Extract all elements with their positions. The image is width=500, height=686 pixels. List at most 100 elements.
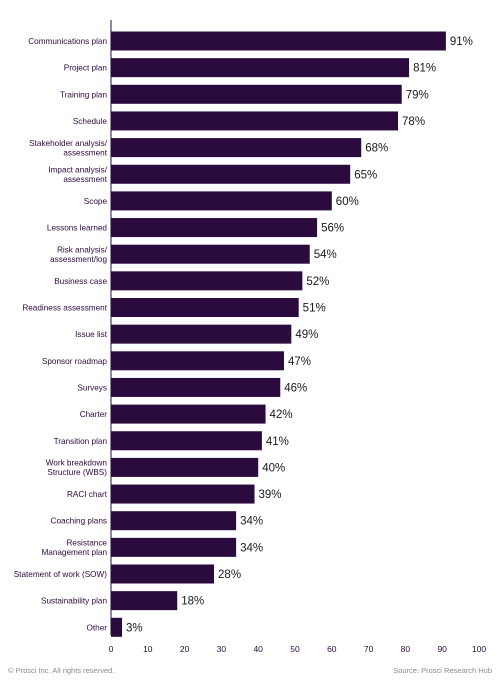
category-label: RACI chart: [67, 490, 108, 499]
category-label-line: Statement of work (SOW): [14, 570, 108, 579]
category-label-line: Charter: [80, 410, 108, 419]
bar: [111, 58, 410, 78]
bar-value-label: 56%: [321, 223, 344, 235]
category-label: Scope: [84, 197, 108, 206]
category-label-line: Structure (WBS): [47, 468, 107, 477]
bar-value-label: 3%: [126, 622, 143, 634]
category-label: Stakeholder analysis/assessment: [29, 139, 108, 158]
category-label-line: Training plan: [60, 90, 107, 99]
x-tick-label: 20: [180, 644, 190, 654]
x-tick-label: 50: [290, 644, 300, 654]
category-label-line: Project plan: [64, 64, 108, 73]
bar-value-label: 49%: [295, 329, 318, 341]
category-label: Statement of work (SOW): [14, 570, 108, 579]
category-label-line: Resistance: [66, 539, 107, 548]
x-tick-label: 40: [253, 644, 263, 654]
x-tick-label: 100: [472, 644, 486, 654]
category-label-line: RACI chart: [67, 490, 108, 499]
bar-value-label: 39%: [259, 489, 282, 501]
bar-value-label: 60%: [336, 196, 359, 208]
category-label: Resistance Management plan: [41, 539, 107, 558]
category-label-line: Work breakdown: [46, 459, 108, 468]
bar-value-label: 51%: [303, 303, 326, 315]
category-label: Sponsor roadmap: [42, 357, 108, 366]
x-axis-ticks: 0 10 20 30 40 50 60 70 80 90 100: [109, 644, 487, 654]
bar: [111, 138, 362, 158]
category-label-line: Other: [87, 623, 108, 632]
bar-value-label: 41%: [266, 436, 289, 448]
bar-value-label: 65%: [354, 169, 377, 181]
source-text: Source: Prosci Research Hub: [393, 666, 492, 675]
category-label: Business case: [54, 277, 107, 286]
category-label-line: Surveys: [77, 383, 107, 392]
bar-value-label: 34%: [240, 542, 263, 554]
bar: [111, 191, 332, 211]
bar: [111, 111, 399, 131]
category-label: Work breakdown Structure (WBS): [46, 459, 108, 478]
category-label-line: Readiness assessment: [22, 304, 107, 313]
bar: [111, 271, 303, 291]
bar: [111, 298, 299, 317]
category-label: Transition plan: [54, 437, 108, 446]
category-label-line: assessment: [63, 175, 107, 184]
bar-value-label: 81%: [413, 63, 436, 75]
category-label: Communications plan: [28, 37, 107, 46]
category-label-line: Scope: [84, 197, 108, 206]
x-tick-label: 30: [217, 644, 227, 654]
x-tick-label: 70: [364, 644, 374, 654]
bar-value-label: 52%: [306, 276, 329, 288]
category-label-line: Sustainability plan: [41, 597, 107, 606]
bar: [111, 484, 255, 504]
bar-value-label: 40%: [262, 462, 285, 474]
category-label: Issue list: [75, 330, 108, 339]
bar-value-label: 68%: [365, 143, 388, 155]
bar: [111, 351, 284, 371]
bar: [111, 164, 351, 184]
bar-value-label: 78%: [402, 116, 425, 128]
bar: [111, 404, 266, 424]
category-label-line: Sponsor roadmap: [42, 357, 108, 366]
category-label: Coaching plans: [51, 517, 107, 526]
category-label: Sustainability plan: [41, 597, 107, 606]
bar: [111, 511, 237, 531]
bar: [111, 218, 318, 238]
bar-value-label: 28%: [218, 569, 241, 581]
category-label-line: Communications plan: [28, 37, 107, 46]
category-label: Risk analysis/assessment/log: [50, 245, 108, 264]
category-label: Other: [87, 623, 108, 632]
x-tick-label: 80: [401, 644, 411, 654]
category-label: Training plan: [60, 90, 107, 99]
bar: [111, 591, 178, 611]
category-label: Project plan: [64, 64, 108, 73]
category-label: Schedule: [73, 117, 108, 126]
bar-value-label: 47%: [288, 356, 311, 368]
category-label-line: Business case: [54, 277, 107, 286]
bar-value-label: 42%: [270, 409, 293, 421]
category-label: Lessons learned: [47, 224, 108, 233]
category-label-line: Risk analysis/: [57, 245, 108, 254]
copyright-text: © Prosci Inc. All rights reserved.: [8, 666, 115, 675]
category-label: Surveys: [77, 383, 107, 392]
category-label-line: assessment/log: [50, 255, 107, 264]
bar-value-label: 79%: [406, 89, 429, 101]
category-label: Charter: [80, 410, 108, 419]
bar-value-label: 91%: [450, 36, 473, 48]
bar: [111, 564, 215, 584]
bar-value-label: 54%: [314, 249, 337, 261]
category-label-line: Impact analysis/: [48, 166, 107, 175]
bars-layer: 91% Communications plan 81% Project plan 79%…: [14, 31, 473, 637]
bar-value-label: 34%: [240, 516, 263, 528]
bar: [111, 537, 237, 557]
category-label-line: Management plan: [41, 548, 107, 557]
category-label-line: Lessons learned: [47, 224, 108, 233]
bar-value-label: 18%: [181, 596, 204, 608]
category-label-line: Issue list: [75, 330, 108, 339]
category-label: Impact analysis/assessment: [48, 166, 107, 185]
category-label-line: Stakeholder analysis/: [29, 139, 108, 148]
bar: [111, 31, 446, 51]
category-label-line: assessment: [63, 148, 107, 157]
x-tick-label: 90: [437, 644, 447, 654]
bar: [111, 457, 259, 477]
bar-value-label: 46%: [284, 382, 307, 394]
